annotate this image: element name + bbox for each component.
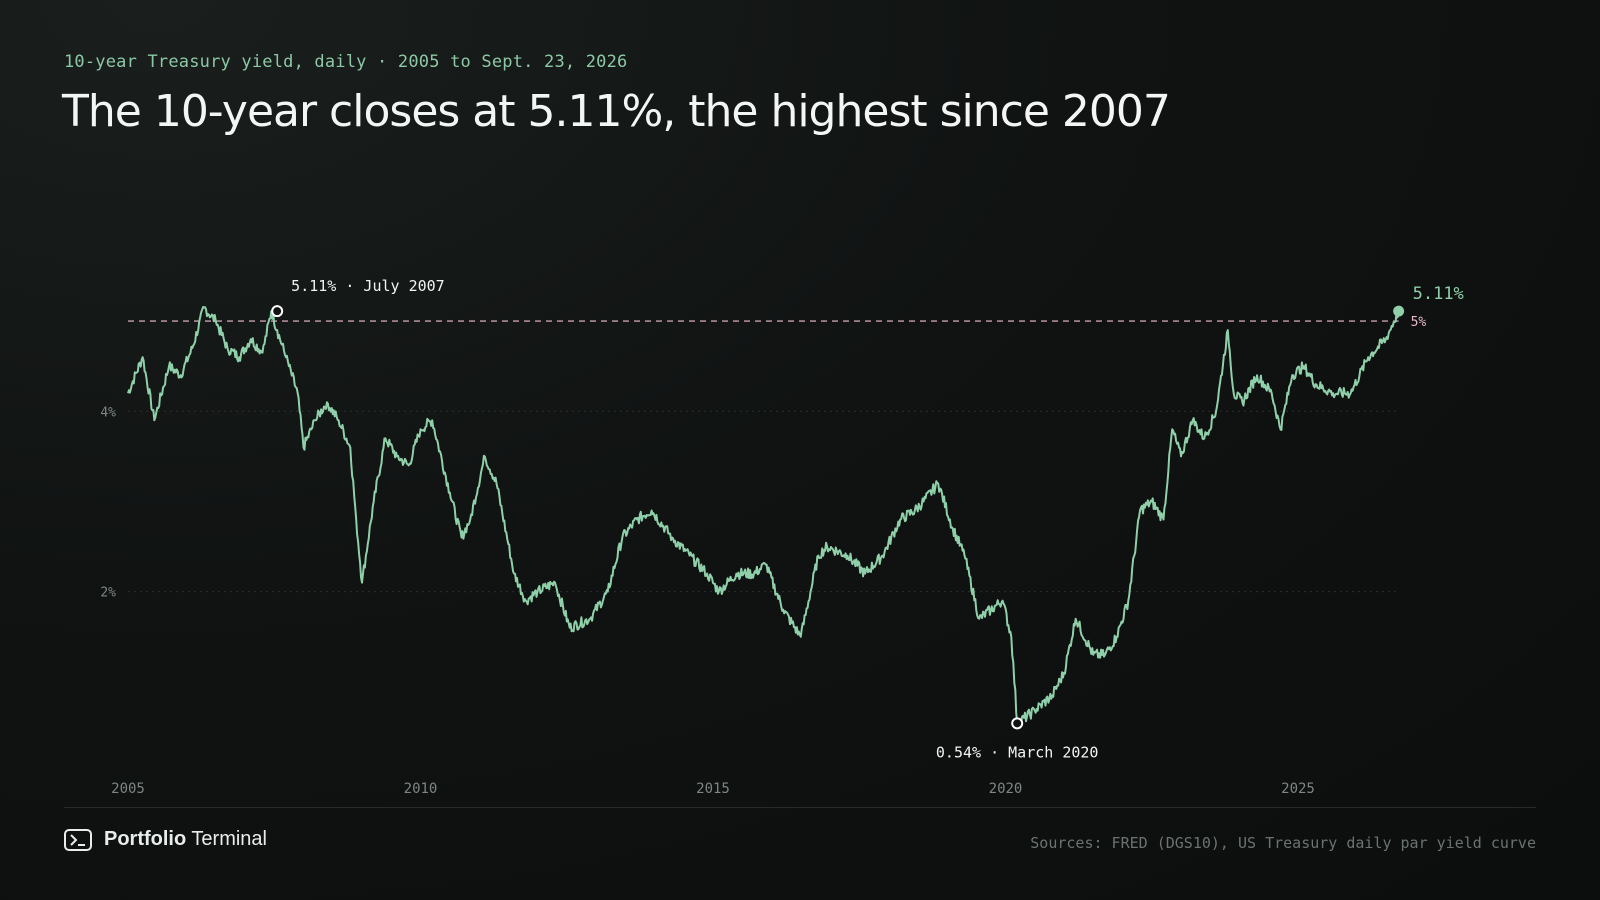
annotation-marker-latest	[1393, 305, 1405, 317]
brand-logo: Portfolio Terminal	[64, 828, 267, 851]
x-tick-label: 2005	[111, 781, 145, 797]
brand-name: Portfolio Terminal	[104, 828, 267, 851]
footer-divider	[64, 807, 1536, 808]
yield-line-chart: 2% 4% 2005 2010 2015 2020 2025 5% 5.11% · July 2…	[100, 277, 1464, 797]
reference-label: 5%	[1411, 315, 1427, 330]
y-tick-label: 2%	[100, 586, 116, 601]
series-line-yield	[127, 306, 1400, 729]
chart-kicker: 10-year Treasury yield, daily · 2005 to …	[64, 52, 628, 72]
brand-name-strong: Portfolio	[104, 828, 187, 850]
x-tick-label: 2020	[989, 781, 1023, 797]
x-tick-label: 2025	[1281, 781, 1315, 797]
annotation-marker-2020-low	[1011, 717, 1024, 730]
y-tick-label: 4%	[100, 405, 116, 420]
annotation-marker-2007-high	[271, 305, 284, 318]
annotation-label-2020-low: 0.54% · March 2020	[936, 743, 1099, 761]
chart-headline: The 10-year closes at 5.11%, the highest…	[62, 86, 1171, 137]
x-tick-label: 2010	[404, 781, 438, 797]
x-tick-label: 2015	[696, 781, 730, 797]
sources-note: Sources: FRED (DGS10), US Treasury daily…	[1030, 834, 1536, 852]
annotation-label-2007-high: 5.11% · July 2007	[291, 277, 445, 295]
brand-name-light: Terminal	[191, 828, 267, 850]
terminal-icon	[64, 828, 92, 851]
annotation-label-latest: 5.11%	[1413, 284, 1464, 304]
